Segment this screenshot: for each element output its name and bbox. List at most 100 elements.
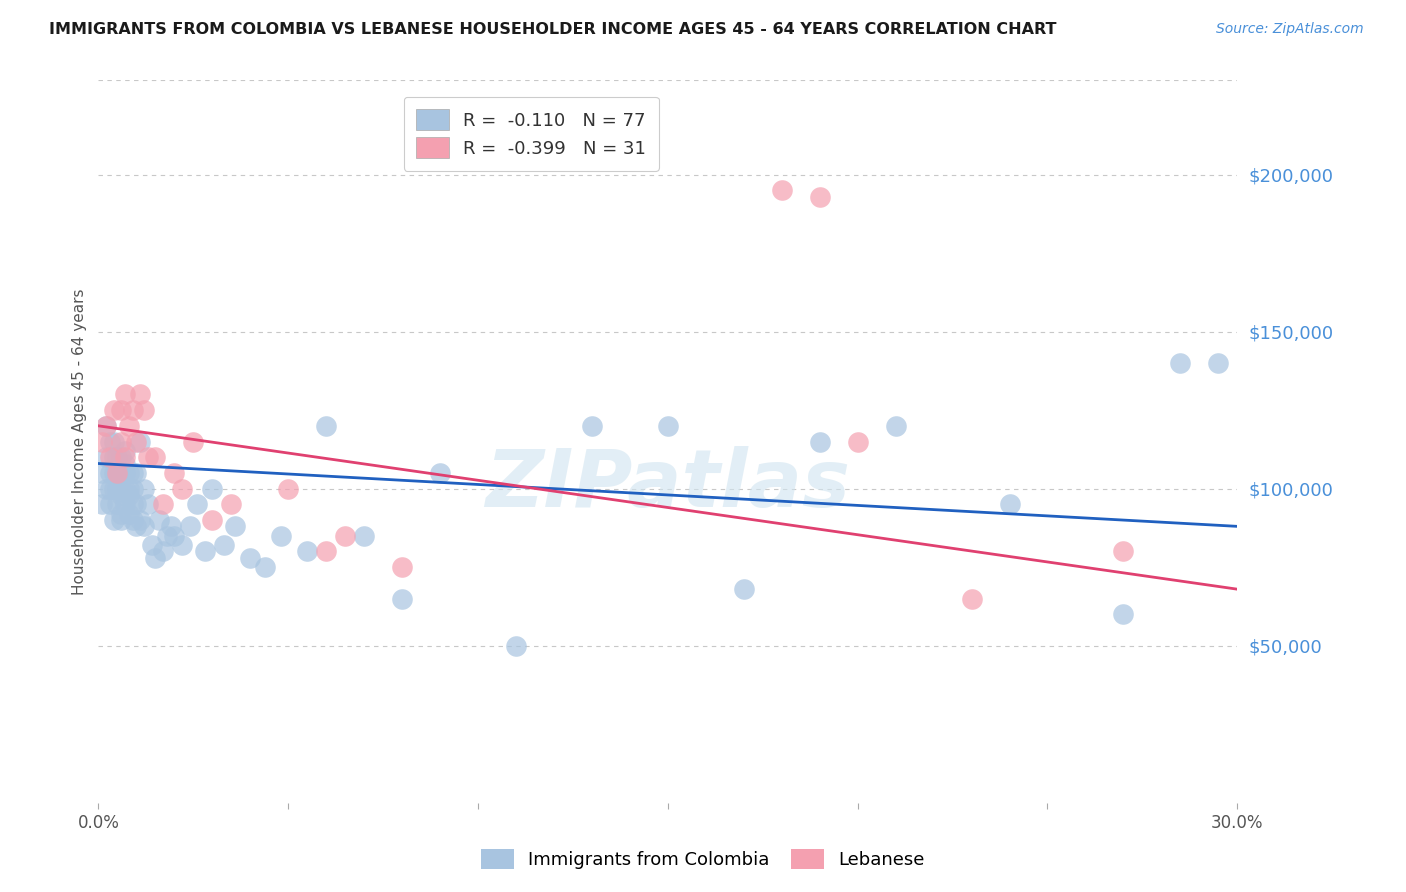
Point <box>118 482 141 496</box>
Point <box>110 507 132 521</box>
Point <box>94 418 117 433</box>
Point <box>581 418 603 433</box>
Point <box>159 519 181 533</box>
Point <box>733 582 755 597</box>
Point <box>136 450 159 465</box>
Point <box>505 639 527 653</box>
Point <box>391 560 413 574</box>
Point <box>808 434 831 449</box>
Point <box>270 529 292 543</box>
Point <box>194 544 217 558</box>
Point <box>107 482 129 496</box>
Point <box>107 497 129 511</box>
Point <box>118 488 141 502</box>
Point <box>132 403 155 417</box>
Point <box>315 544 337 558</box>
Point <box>163 466 186 480</box>
Point <box>114 457 136 471</box>
Point <box>145 450 167 465</box>
Point <box>121 482 143 496</box>
Point <box>94 418 117 433</box>
Point <box>103 450 125 465</box>
Point <box>183 434 205 449</box>
Point <box>315 418 337 433</box>
Point <box>129 387 152 401</box>
Point <box>163 529 186 543</box>
Point <box>114 444 136 458</box>
Point <box>186 497 208 511</box>
Text: Source: ZipAtlas.com: Source: ZipAtlas.com <box>1216 22 1364 37</box>
Point <box>152 497 174 511</box>
Point <box>107 466 129 480</box>
Point <box>254 560 277 574</box>
Point <box>353 529 375 543</box>
Point <box>98 450 121 465</box>
Point <box>91 497 114 511</box>
Point <box>1112 544 1135 558</box>
Point <box>846 434 869 449</box>
Text: ZIPatlas: ZIPatlas <box>485 446 851 524</box>
Point <box>114 387 136 401</box>
Point <box>98 434 121 449</box>
Point <box>277 482 299 496</box>
Point <box>118 507 141 521</box>
Point <box>91 434 114 449</box>
Point <box>129 513 152 527</box>
Point <box>201 482 224 496</box>
Point <box>125 466 148 480</box>
Point <box>132 482 155 496</box>
Point <box>884 418 907 433</box>
Point <box>118 418 141 433</box>
Point <box>103 434 125 449</box>
Point <box>114 450 136 465</box>
Point <box>1208 356 1230 370</box>
Point <box>98 497 121 511</box>
Point <box>129 434 152 449</box>
Point <box>170 538 193 552</box>
Point <box>136 497 159 511</box>
Point <box>94 482 117 496</box>
Point <box>103 466 125 480</box>
Point <box>103 513 125 527</box>
Point <box>125 497 148 511</box>
Point <box>335 529 357 543</box>
Point <box>110 434 132 449</box>
Point <box>960 591 983 606</box>
Point <box>239 550 262 565</box>
Point <box>98 482 121 496</box>
Point <box>1170 356 1192 370</box>
Point <box>110 466 132 480</box>
Point <box>110 403 132 417</box>
Point <box>770 183 793 197</box>
Text: IMMIGRANTS FROM COLOMBIA VS LEBANESE HOUSEHOLDER INCOME AGES 45 - 64 YEARS CORRE: IMMIGRANTS FROM COLOMBIA VS LEBANESE HOU… <box>49 22 1057 37</box>
Point <box>114 497 136 511</box>
Point <box>118 466 141 480</box>
Point <box>998 497 1021 511</box>
Point <box>808 189 831 203</box>
Point <box>132 519 155 533</box>
Point <box>429 466 451 480</box>
Point <box>170 482 193 496</box>
Legend: R =  -0.110   N = 77, R =  -0.399   N = 31: R = -0.110 N = 77, R = -0.399 N = 31 <box>404 96 659 170</box>
Point <box>121 466 143 480</box>
Point <box>224 519 246 533</box>
Point <box>121 513 143 527</box>
Point <box>110 488 132 502</box>
Point <box>201 513 224 527</box>
Point <box>148 513 170 527</box>
Point <box>110 482 132 496</box>
Point <box>103 482 125 496</box>
Point <box>107 450 129 465</box>
Point <box>179 519 201 533</box>
Point <box>391 591 413 606</box>
Point <box>110 450 132 465</box>
Point <box>121 403 143 417</box>
Point <box>657 418 679 433</box>
Point <box>152 544 174 558</box>
Point <box>94 450 117 465</box>
Point <box>156 529 179 543</box>
Point <box>297 544 319 558</box>
Point <box>114 466 136 480</box>
Y-axis label: Householder Income Ages 45 - 64 years: Householder Income Ages 45 - 64 years <box>72 288 87 595</box>
Point <box>125 519 148 533</box>
